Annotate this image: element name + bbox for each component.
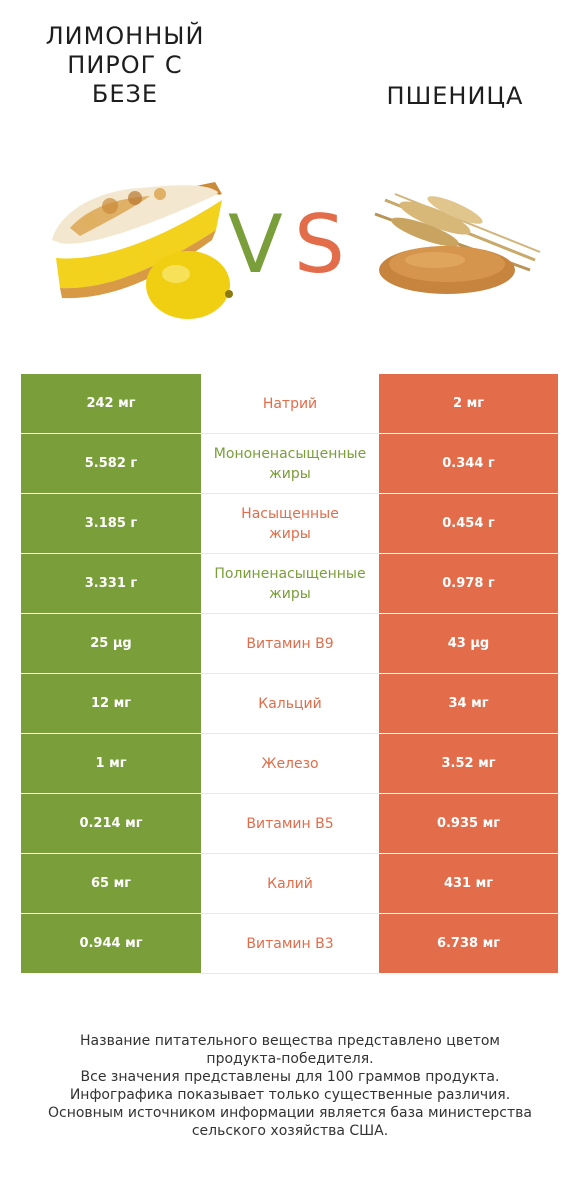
row-divider [21,433,558,434]
nutrient-name: Витамин B9 [201,614,379,673]
nutrient-name-line: Насыщенные [241,505,339,522]
footer-line: Основным источником информации является … [48,1105,532,1121]
left-value: 0.944 мг [21,914,201,973]
nutrient-name-line: Железо [261,755,319,772]
vs-letter-v: V [228,198,283,291]
nutrient-name-line: жиры [269,585,311,602]
right-value: 34 мг [379,674,558,733]
nutrient-name: Натрий [201,374,379,433]
nutrient-name-line: Мононенасыщенные [213,445,367,462]
right-value: 6.738 мг [379,914,558,973]
right-value: 3.52 мг [379,734,558,793]
left-product-title: ЛИМОННЫЙ ПИРОГ С БЕЗЕ [45,22,205,108]
row-divider [21,673,558,674]
comparison-table: 242 мг Натрий 2 мг 5.582 г Мононенасыщенные ж… [21,374,558,974]
table-row: 0.214 мг Витамин B5 0.935 мг [21,794,558,854]
nutrient-name: Калий [201,854,379,913]
nutrient-name: Насыщенные жиры [201,494,379,553]
left-value: 25 µg [21,614,201,673]
footer-line: Инфографика показывает только существенн… [69,1087,511,1103]
left-value: 12 мг [21,674,201,733]
table-row: 3.185 г Насыщенные жиры 0.454 г [21,494,558,554]
table-row: 242 мг Натрий 2 мг [21,374,558,434]
right-value: 0.344 г [379,434,558,493]
right-product-title: ПШЕНИЦА [386,82,524,110]
nutrient-name-line: Калий [267,875,313,892]
nutrient-name: Витамин B3 [201,914,379,973]
left-value: 1 мг [21,734,201,793]
table-row: 65 мг Калий 431 мг [21,854,558,914]
nutrient-name-line: жиры [269,525,311,542]
row-divider [21,913,558,914]
left-value: 242 мг [21,374,201,433]
row-divider [21,793,558,794]
nutrient-name: Полиненасыщенные жиры [201,554,379,613]
right-value: 2 мг [379,374,558,433]
table-row: 5.582 г Мононенасыщенные жиры 0.344 г [21,434,558,494]
left-value: 0.214 мг [21,794,201,853]
table-row: 1 мг Железо 3.52 мг [21,734,558,794]
versus-label: V S [222,200,358,290]
footer-notes: Название питательного вещества представл… [10,1032,570,1140]
table-row: 0.944 мг Витамин B3 6.738 мг [21,914,558,974]
nutrient-name-line: Витамин B9 [246,635,334,652]
nutrient-name-line: Кальций [258,695,322,712]
nutrient-name: Железо [201,734,379,793]
table-row: 3.331 г Полиненасыщенные жиры 0.978 г [21,554,558,614]
footer-line: Все значения представлены для 100 граммо… [80,1069,500,1085]
nutrient-name: Кальций [201,674,379,733]
nutrient-name-line: Витамин B3 [246,935,334,952]
nutrient-name-line: жиры [269,465,311,482]
row-divider [21,853,558,854]
right-value: 431 мг [379,854,558,913]
nutrient-name: Мононенасыщенные жиры [201,434,379,493]
left-value: 3.331 г [21,554,201,613]
right-value: 0.935 мг [379,794,558,853]
footer-line: Название питательного вещества представл… [80,1033,500,1049]
nutrient-name-line: Полиненасыщенные [214,565,366,582]
vs-letter-s: S [294,198,345,291]
row-divider [21,613,558,614]
row-divider [21,973,558,974]
wheat-image [365,190,545,300]
right-value: 0.978 г [379,554,558,613]
left-value: 65 мг [21,854,201,913]
left-value: 3.185 г [21,494,201,553]
table-row: 12 мг Кальций 34 мг [21,674,558,734]
right-value: 0.454 г [379,494,558,553]
lemon-meringue-pie-image [40,170,240,330]
footer-line: сельского хозяйства США. [191,1123,389,1139]
row-divider [21,493,558,494]
left-value: 5.582 г [21,434,201,493]
nutrient-name: Витамин B5 [201,794,379,853]
table-row: 25 µg Витамин B9 43 µg [21,614,558,674]
nutrient-name-line: Витамин B5 [246,815,334,832]
nutrient-name-line: Натрий [262,395,318,412]
footer-line: продукта-победителя. [206,1051,374,1067]
right-value: 43 µg [379,614,558,673]
row-divider [21,733,558,734]
row-divider [21,553,558,554]
